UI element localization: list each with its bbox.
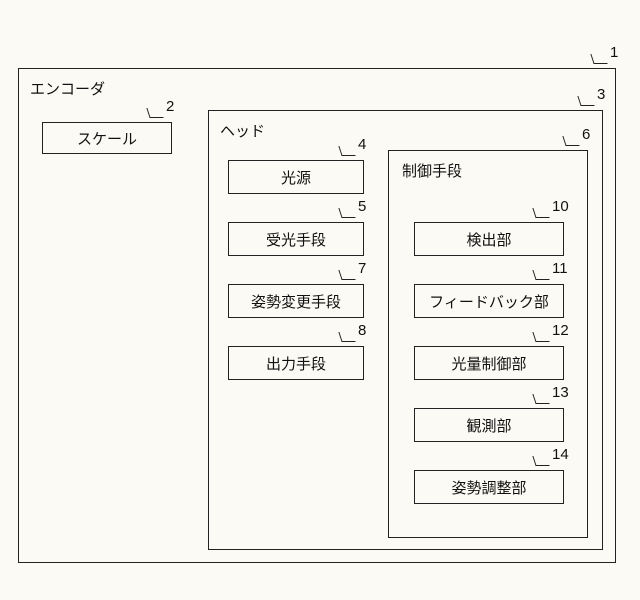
scale-ref: 2 bbox=[166, 98, 174, 115]
head-item-ref-tick bbox=[338, 270, 355, 280]
head-item-ref-tick bbox=[338, 332, 355, 342]
head-item-ref-tick bbox=[338, 208, 355, 218]
head-item-ref: 5 bbox=[358, 198, 366, 215]
encoder-ref: 1 bbox=[610, 44, 618, 61]
head-ref: 3 bbox=[597, 86, 605, 103]
scale-ref-tick bbox=[146, 108, 163, 118]
control-item-box: 姿勢調整部 bbox=[414, 470, 564, 504]
head-item-box: 受光手段 bbox=[228, 222, 364, 256]
control-item-ref-tick bbox=[532, 208, 549, 218]
control-item-ref-tick bbox=[532, 394, 549, 404]
control-item-ref: 14 bbox=[552, 446, 569, 463]
head-item-box: 光源 bbox=[228, 160, 364, 194]
control-item-ref: 11 bbox=[552, 260, 568, 277]
head-item-label: 出力手段 bbox=[266, 353, 326, 374]
head-ref-tick bbox=[577, 96, 594, 106]
control-item-box: フィードバック部 bbox=[414, 284, 564, 318]
control-item-ref: 10 bbox=[552, 198, 569, 215]
head-item-label: 光源 bbox=[281, 167, 311, 188]
control-item-ref: 13 bbox=[552, 384, 569, 401]
control-item-label: 検出部 bbox=[466, 229, 511, 250]
head-item-box: 出力手段 bbox=[228, 346, 364, 380]
head-label: ヘッド bbox=[220, 120, 265, 141]
encoder-ref-tick bbox=[590, 54, 607, 64]
scale-label: スケール bbox=[77, 128, 137, 149]
head-item-ref: 8 bbox=[358, 322, 366, 339]
control-item-ref-tick bbox=[532, 270, 549, 280]
control-item-box: 検出部 bbox=[414, 222, 564, 256]
encoder-label: エンコーダ bbox=[30, 78, 105, 99]
control-item-label: 光量制御部 bbox=[451, 353, 526, 374]
head-item-box: 姿勢変更手段 bbox=[228, 284, 364, 318]
control-item-label: フィードバック部 bbox=[429, 291, 549, 312]
head-item-ref-tick bbox=[338, 146, 355, 156]
control-item-label: 姿勢調整部 bbox=[451, 477, 526, 498]
control-item-ref-tick bbox=[532, 332, 549, 342]
control-ref: 6 bbox=[582, 126, 590, 143]
control-item-box: 光量制御部 bbox=[414, 346, 564, 380]
control-item-label: 観測部 bbox=[466, 415, 511, 436]
control-item-box: 観測部 bbox=[414, 408, 564, 442]
head-item-label: 姿勢変更手段 bbox=[251, 291, 341, 312]
head-item-label: 受光手段 bbox=[266, 229, 326, 250]
control-item-ref: 12 bbox=[552, 322, 569, 339]
scale-box: スケール bbox=[42, 122, 172, 154]
head-item-ref: 7 bbox=[358, 260, 366, 277]
head-item-ref: 4 bbox=[358, 136, 366, 153]
control-label: 制御手段 bbox=[402, 160, 462, 181]
control-item-ref-tick bbox=[532, 456, 549, 466]
control-ref-tick bbox=[562, 136, 579, 146]
